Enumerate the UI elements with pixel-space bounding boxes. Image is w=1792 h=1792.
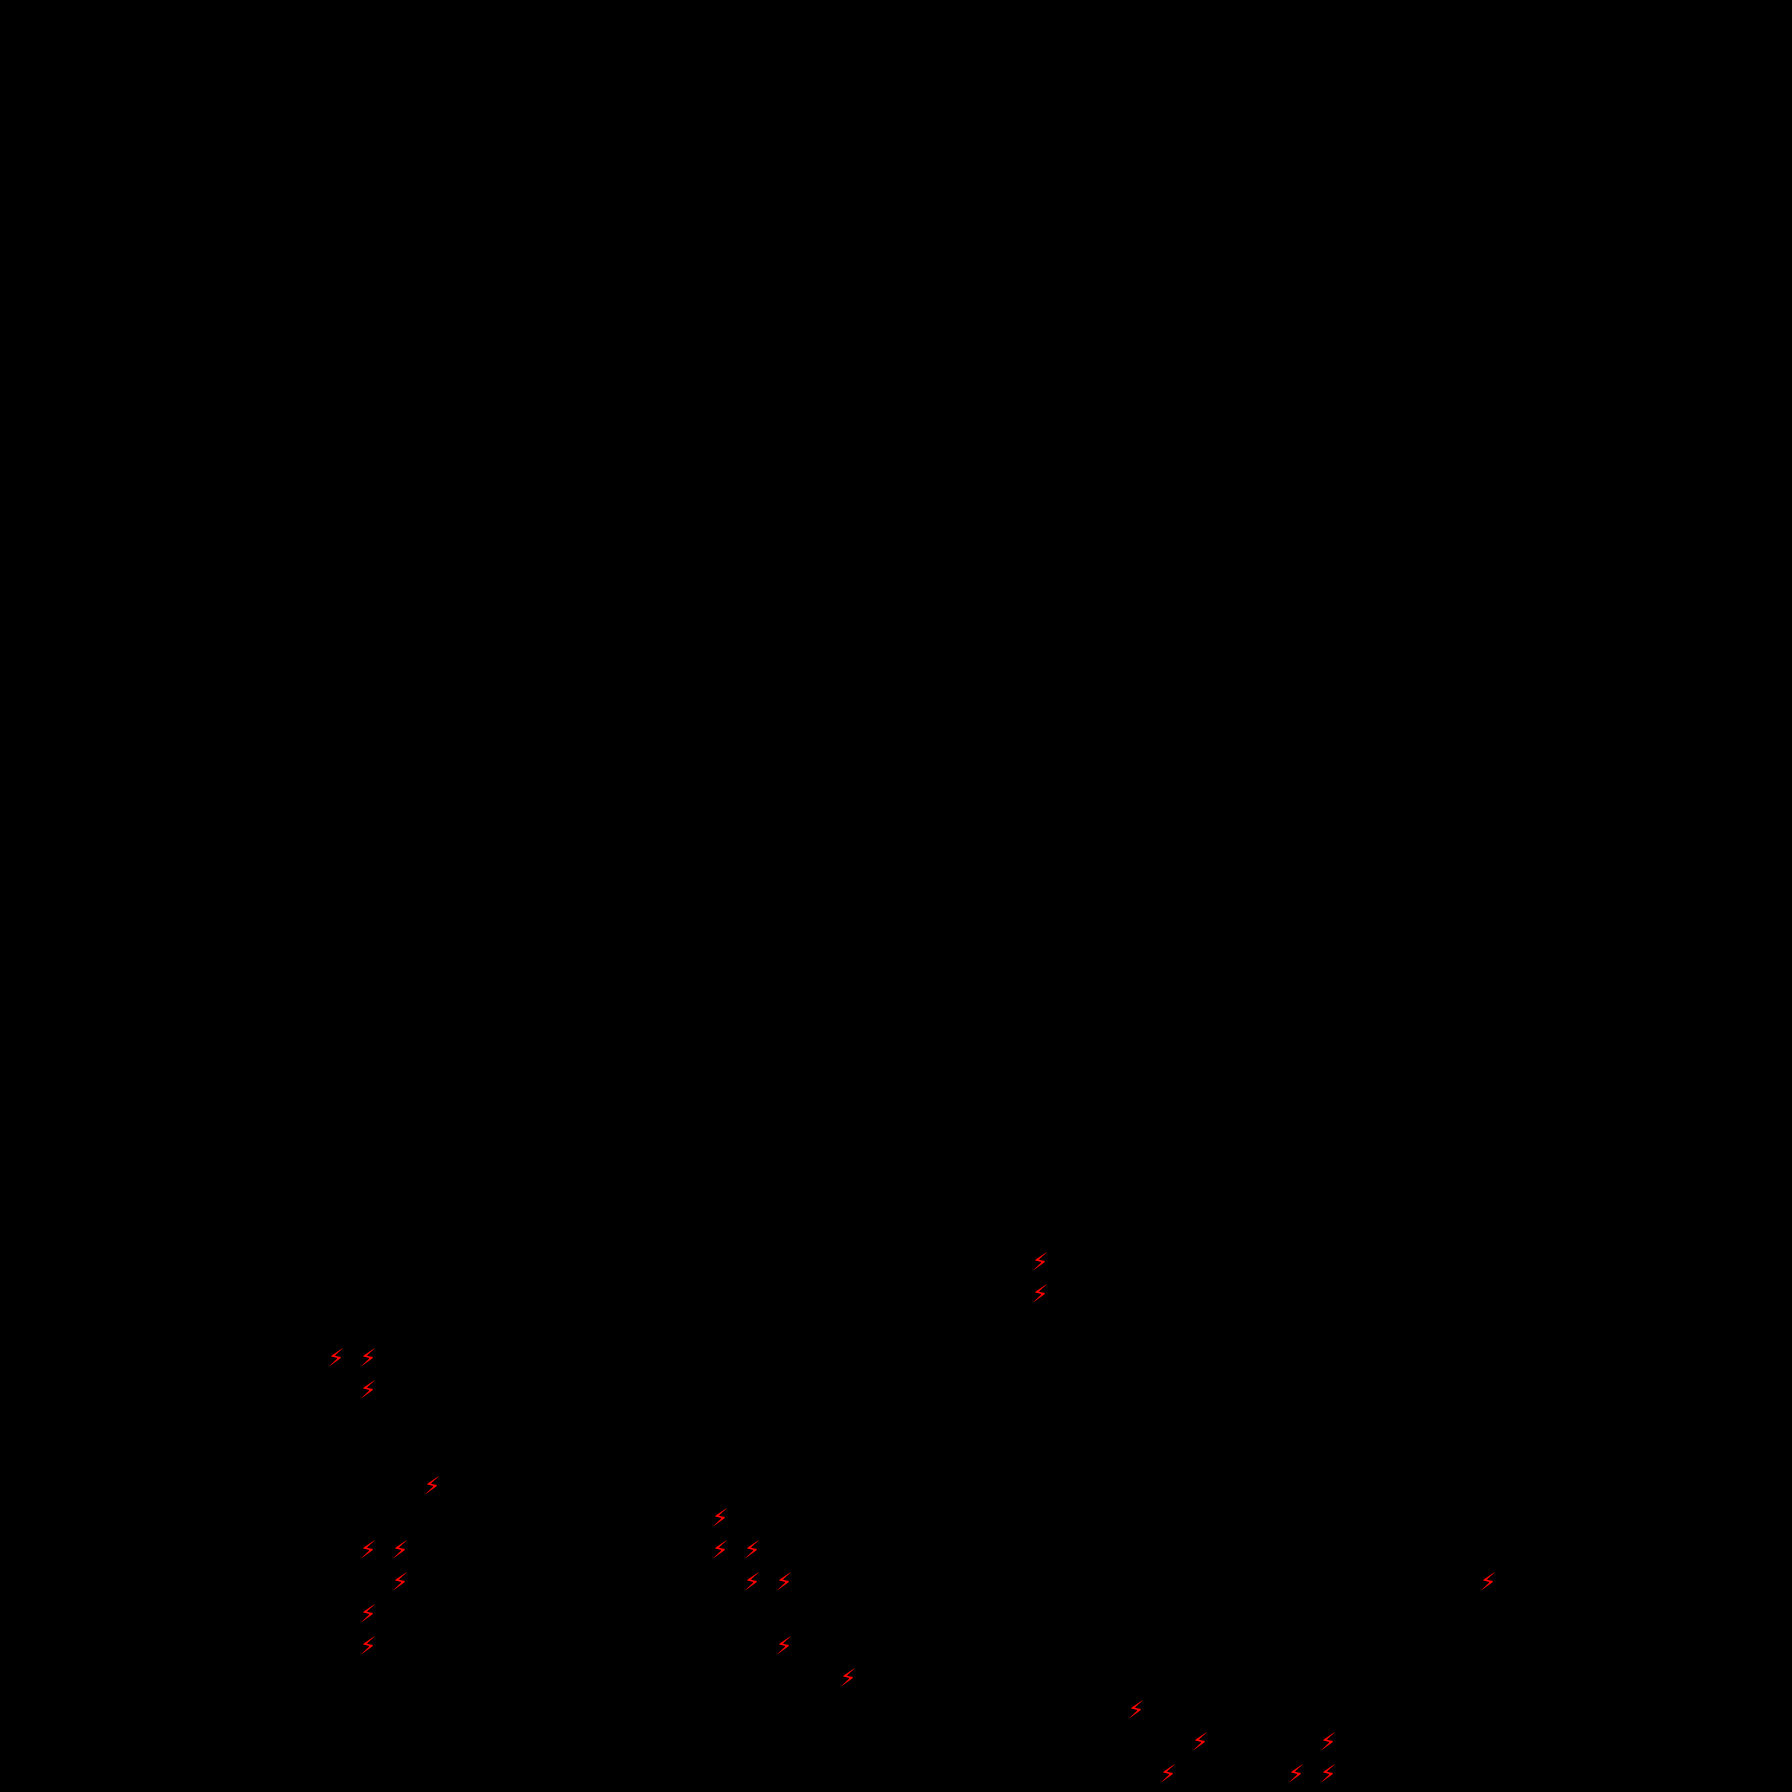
lightning-bolt-icon[interactable]: ⚡︎ — [1191, 1728, 1209, 1756]
lightning-bolt-icon[interactable]: ⚡︎ — [391, 1536, 409, 1564]
lightning-bolt-icon[interactable]: ⚡︎ — [839, 1664, 857, 1692]
lightning-bolt-icon[interactable]: ⚡︎ — [359, 1536, 377, 1564]
lightning-bolt-icon[interactable]: ⚡︎ — [359, 1632, 377, 1660]
lightning-bolt-icon[interactable]: ⚡︎ — [359, 1376, 377, 1404]
lightning-bolt-icon[interactable]: ⚡︎ — [327, 1344, 345, 1372]
lightning-bolt-icon[interactable]: ⚡︎ — [1031, 1280, 1049, 1308]
lightning-bolt-icon[interactable]: ⚡︎ — [711, 1536, 729, 1564]
lightning-bolt-icon[interactable]: ⚡︎ — [1479, 1568, 1497, 1596]
lightning-bolt-icon[interactable]: ⚡︎ — [1319, 1760, 1337, 1788]
lightning-bolt-icon[interactable]: ⚡︎ — [1031, 1248, 1049, 1276]
lightning-bolt-icon[interactable]: ⚡︎ — [711, 1504, 729, 1532]
lightning-bolt-icon[interactable]: ⚡︎ — [1159, 1760, 1177, 1788]
lightning-bolt-icon[interactable]: ⚡︎ — [1127, 1696, 1145, 1724]
lightning-bolt-icon[interactable]: ⚡︎ — [1287, 1760, 1305, 1788]
lightning-bolt-icon[interactable]: ⚡︎ — [1319, 1728, 1337, 1756]
lightning-bolt-icon[interactable]: ⚡︎ — [775, 1632, 793, 1660]
lightning-bolt-icon[interactable]: ⚡︎ — [423, 1472, 441, 1500]
lightning-bolt-icon[interactable]: ⚡︎ — [359, 1600, 377, 1628]
lightning-bolt-icon[interactable]: ⚡︎ — [359, 1344, 377, 1372]
lightning-bolt-icon[interactable]: ⚡︎ — [775, 1568, 793, 1596]
lightning-bolt-icon[interactable]: ⚡︎ — [391, 1568, 409, 1596]
lightning-bolt-icon[interactable]: ⚡︎ — [743, 1536, 761, 1564]
lightning-bolt-icon[interactable]: ⚡︎ — [743, 1568, 761, 1596]
